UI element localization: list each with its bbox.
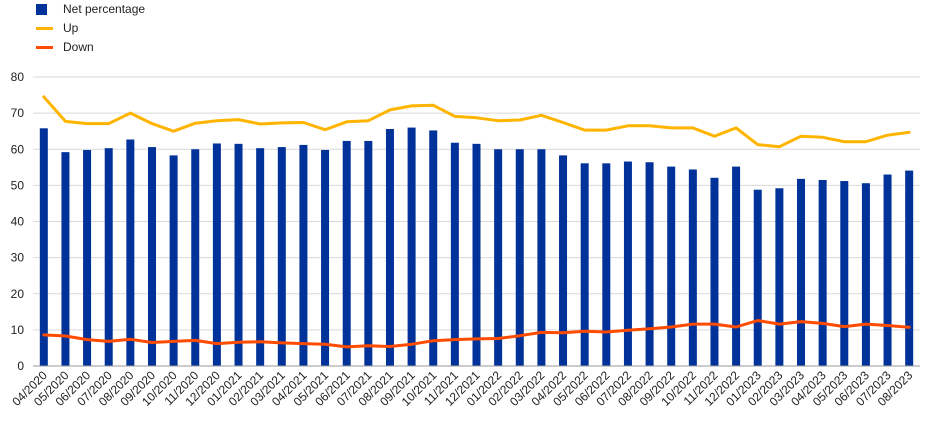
bar-net-percentage-10-2021: [429, 130, 438, 366]
bar-series-net-percentage: [39, 127, 914, 366]
bar-net-percentage-10-2020: [169, 155, 178, 366]
y-tick-label-50: 50: [11, 178, 25, 192]
bar-net-percentage-07-2023: [883, 174, 892, 366]
legend-swatch-up: [36, 27, 53, 30]
bar-net-percentage-07-2020: [104, 148, 113, 366]
y-tick-label-0: 0: [17, 359, 24, 373]
y-tick-label-70: 70: [11, 106, 25, 120]
bar-net-percentage-11-2020: [191, 149, 200, 366]
bar-net-percentage-01-2021: [234, 143, 243, 366]
bar-net-percentage-08-2023: [905, 170, 914, 366]
legend-label-up: Up: [63, 21, 79, 35]
y-tick-label-20: 20: [11, 287, 25, 301]
bar-net-percentage-08-2022: [645, 162, 654, 366]
bar-net-percentage-03-2022: [537, 149, 546, 366]
bar-net-percentage-11-2021: [450, 142, 459, 366]
bar-net-percentage-09-2022: [667, 166, 676, 366]
legend-swatch-net-percentage: [36, 4, 47, 15]
bar-net-percentage-01-2022: [494, 149, 503, 366]
bar-net-percentage-05-2023: [840, 181, 849, 366]
bar-net-percentage-05-2021: [321, 149, 330, 366]
bar-net-percentage-02-2021: [256, 148, 265, 366]
line-down: [42, 319, 911, 349]
bar-net-percentage-04-2020: [39, 128, 48, 366]
bar-net-percentage-08-2020: [126, 139, 135, 366]
bar-net-percentage-08-2021: [385, 129, 394, 366]
y-tick-label-80: 80: [11, 70, 25, 84]
bar-net-percentage-07-2022: [623, 161, 632, 366]
legend-label-net-percentage: Net percentage: [63, 2, 146, 16]
y-tick-label-10: 10: [11, 323, 25, 337]
bar-net-percentage-06-2021: [342, 140, 351, 366]
bar-net-percentage-06-2022: [602, 163, 611, 366]
line-series: [42, 95, 911, 349]
bar-net-percentage-04-2021: [299, 144, 308, 366]
bar-net-percentage-11-2022: [710, 177, 719, 366]
bar-net-percentage-03-2023: [797, 178, 806, 366]
y-tick-label-40: 40: [11, 215, 25, 229]
bar-net-percentage-01-2023: [753, 189, 762, 366]
y-tick-label-30: 30: [11, 251, 25, 265]
bar-net-percentage-02-2023: [775, 188, 784, 366]
bar-net-percentage-04-2022: [559, 155, 568, 366]
bar-net-percentage-09-2020: [147, 147, 156, 366]
bar-net-percentage-02-2022: [515, 149, 524, 366]
bar-net-percentage-05-2022: [580, 163, 589, 366]
bar-net-percentage-12-2022: [732, 166, 741, 366]
bar-net-percentage-06-2023: [861, 183, 870, 366]
bar-net-percentage-07-2021: [364, 140, 373, 366]
bar-net-percentage-04-2023: [818, 179, 827, 366]
bar-net-percentage-10-2022: [688, 169, 697, 366]
bar-net-percentage-12-2020: [212, 143, 221, 366]
line-up: [42, 95, 911, 149]
bar-net-percentage-06-2020: [83, 149, 92, 366]
bar-net-percentage-05-2020: [61, 152, 70, 366]
legend-swatch-down: [36, 46, 53, 49]
bar-net-percentage-12-2021: [472, 143, 481, 366]
y-axis-ticks: 0 10 20 30 40 50 60 70 80: [11, 70, 25, 373]
x-axis-ticks: 04/202005/202006/202007/202008/202009/20…: [9, 368, 915, 409]
bar-net-percentage-09-2021: [407, 127, 416, 366]
y-tick-label-60: 60: [11, 142, 25, 156]
legend-label-down: Down: [63, 40, 94, 54]
bar-net-percentage-03-2021: [277, 147, 286, 366]
